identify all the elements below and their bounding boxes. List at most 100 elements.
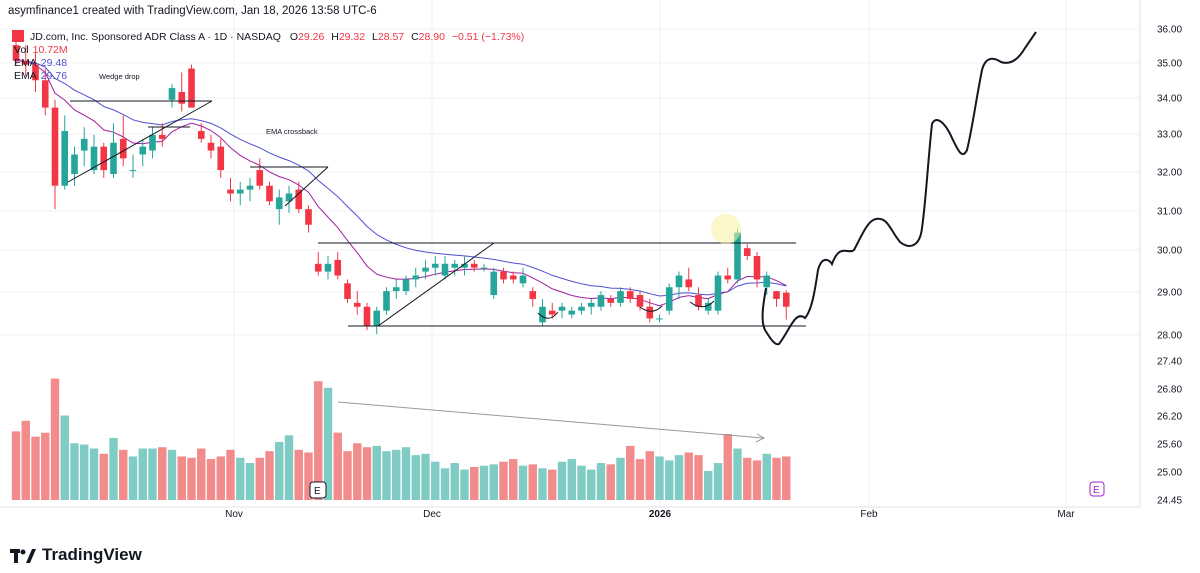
price-tick-label: 28.00 bbox=[1157, 331, 1182, 342]
volume-bar bbox=[323, 387, 333, 500]
price-tick-label: 36.00 bbox=[1157, 25, 1182, 36]
volume-bar bbox=[772, 457, 781, 500]
candle-body bbox=[373, 310, 381, 327]
volume-bar bbox=[518, 465, 528, 500]
projection-path bbox=[761, 31, 1037, 346]
candle-body bbox=[412, 275, 420, 280]
candle-body bbox=[334, 259, 342, 276]
price-tick-label: 33.00 bbox=[1157, 130, 1182, 141]
time-axis[interactable]: Nov Dec 2026 Feb Mar bbox=[225, 509, 1075, 520]
svg-text:E: E bbox=[314, 486, 321, 497]
volume-bar bbox=[50, 378, 60, 500]
volume-bar bbox=[158, 447, 167, 500]
candle-body bbox=[32, 64, 39, 81]
svg-text:JD.com, Inc. Sponsored ADR Cla: JD.com, Inc. Sponsored ADR Class A · 1D … bbox=[30, 31, 524, 43]
price-tick-label: 32.00 bbox=[1157, 168, 1182, 179]
volume-bar bbox=[372, 445, 381, 500]
candle-body bbox=[607, 298, 615, 303]
candle-body bbox=[71, 154, 78, 174]
earnings-marker-future[interactable]: E bbox=[1089, 481, 1105, 497]
candle-body bbox=[227, 189, 234, 194]
volume-trend-line bbox=[337, 401, 764, 439]
candle-body bbox=[51, 107, 59, 186]
candle-body bbox=[178, 91, 186, 104]
volume-bar bbox=[431, 461, 440, 500]
candle-body bbox=[422, 267, 429, 272]
volume-bar bbox=[216, 456, 225, 500]
volume-bar bbox=[353, 443, 362, 500]
time-tick-label: 2026 bbox=[649, 509, 672, 520]
price-tick-label: 35.00 bbox=[1157, 59, 1182, 70]
ema-fast-line bbox=[15, 60, 787, 307]
volume-bar bbox=[733, 448, 742, 500]
volume-bar bbox=[479, 465, 489, 500]
volume-bar bbox=[577, 465, 586, 500]
volume-bar bbox=[704, 470, 713, 500]
ema-crossback-diag bbox=[284, 166, 329, 207]
candle-body bbox=[392, 287, 400, 292]
volume-bar bbox=[314, 381, 323, 500]
candle-body bbox=[256, 170, 264, 186]
candle-body bbox=[617, 291, 624, 303]
candle-body bbox=[451, 263, 459, 268]
volume-bar bbox=[89, 448, 99, 500]
time-tick-label: Mar bbox=[1057, 509, 1075, 520]
volume-bar bbox=[440, 468, 450, 500]
candle-body bbox=[402, 279, 410, 292]
candle-body bbox=[685, 279, 693, 288]
candle-body bbox=[275, 197, 283, 210]
price-tick-label: 26.80 bbox=[1157, 385, 1182, 396]
volume-bar bbox=[187, 457, 196, 500]
tradingview-logo-icon bbox=[10, 548, 36, 563]
candle-body bbox=[470, 263, 478, 268]
candle-body bbox=[753, 255, 761, 280]
volume-bar bbox=[138, 448, 147, 500]
candle-body bbox=[548, 310, 556, 315]
candle-body bbox=[119, 138, 127, 159]
volume-bar bbox=[782, 456, 791, 500]
candle-body bbox=[529, 291, 537, 299]
time-tick-label: Feb bbox=[860, 509, 878, 520]
candle-body bbox=[305, 209, 312, 225]
candle-body bbox=[363, 306, 371, 327]
candle-body bbox=[704, 302, 712, 311]
candle-body bbox=[22, 60, 30, 65]
candle-body bbox=[509, 275, 517, 280]
candle-body bbox=[695, 295, 702, 307]
volume-bar bbox=[284, 435, 294, 500]
symbol-logo-icon bbox=[12, 30, 24, 42]
volume-bar bbox=[684, 452, 693, 500]
candle-body bbox=[207, 142, 215, 151]
ohlc-legend: JD.com, Inc. Sponsored ADR Class A · 1D … bbox=[12, 30, 524, 82]
volume-bar bbox=[528, 464, 537, 500]
candle-body bbox=[773, 291, 780, 299]
tradingview-brand[interactable]: TradingView bbox=[10, 545, 142, 565]
volume-bar bbox=[119, 449, 128, 500]
volume-bar bbox=[401, 447, 411, 500]
volume-bar bbox=[538, 468, 547, 500]
volume-bar bbox=[31, 436, 40, 500]
candle-body bbox=[675, 275, 683, 288]
candle-body bbox=[724, 275, 732, 280]
candle-body bbox=[80, 138, 88, 151]
candle-body bbox=[61, 131, 69, 186]
candle-body bbox=[314, 263, 322, 272]
price-axis[interactable]: 36.00 35.00 34.00 33.00 32.00 31.00 30.00 29.00… bbox=[1157, 25, 1182, 507]
volume-bar bbox=[752, 460, 762, 500]
candle-body bbox=[431, 263, 439, 268]
candle-body bbox=[636, 295, 644, 307]
candle-body bbox=[480, 267, 488, 269]
earnings-marker[interactable]: E bbox=[309, 481, 327, 499]
volume-bar bbox=[674, 455, 684, 500]
highlight-circle bbox=[711, 214, 741, 244]
candle-body bbox=[285, 193, 293, 202]
candle-body bbox=[626, 291, 634, 299]
candle-body bbox=[578, 306, 585, 311]
candle-body bbox=[197, 131, 205, 139]
candle-body bbox=[246, 185, 254, 190]
candle-body bbox=[763, 275, 771, 288]
